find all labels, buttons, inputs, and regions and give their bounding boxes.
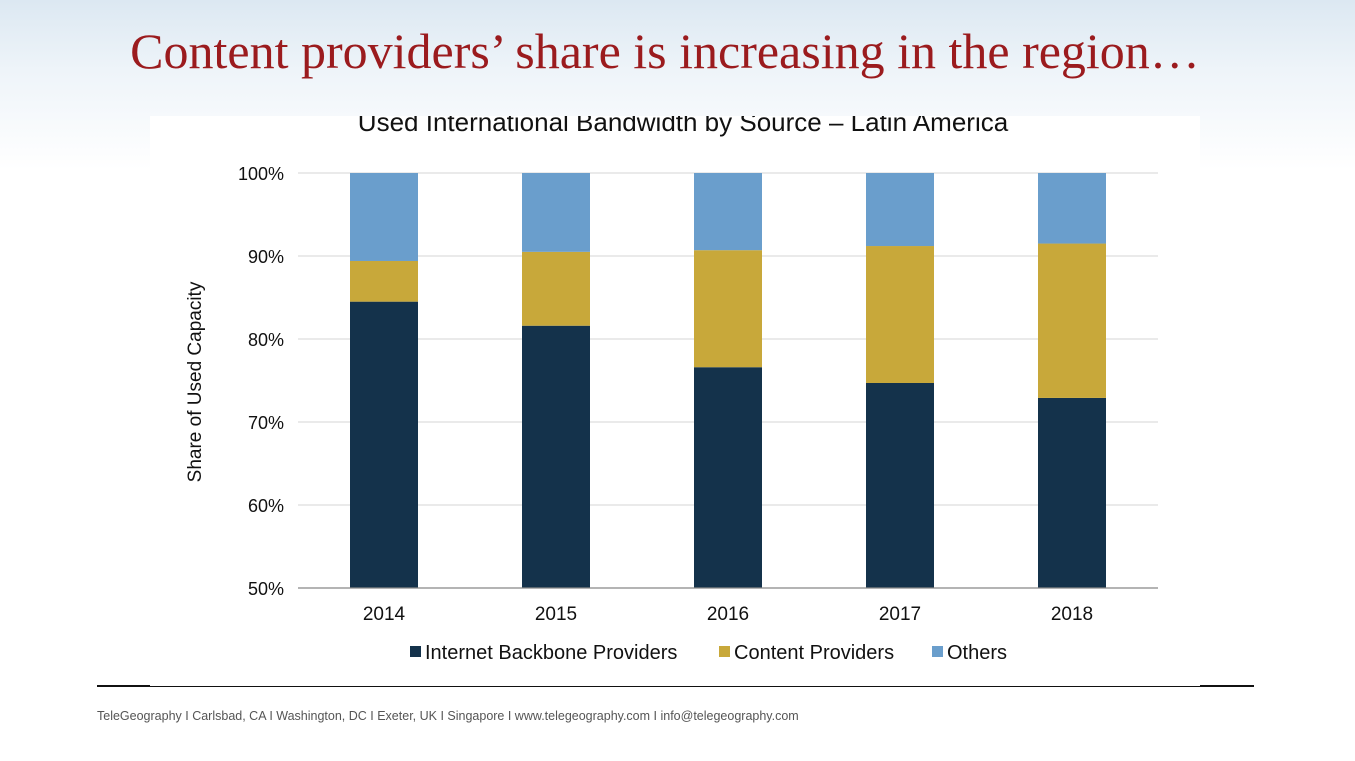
x-tick-label: 2016 <box>707 604 749 625</box>
bar-segment <box>1038 397 1106 588</box>
legend-swatch <box>410 646 421 657</box>
y-tick-label: 80% <box>248 330 284 350</box>
x-tick-label: 2018 <box>1051 604 1093 625</box>
y-axis-label: Share of Used Capacity <box>185 281 206 482</box>
y-tick-label: 70% <box>248 413 284 433</box>
x-tick-label: 2014 <box>363 604 406 625</box>
bar-segment <box>866 173 934 247</box>
footer-divider-right-cap <box>1200 685 1254 687</box>
footer-contact-text: TeleGeography I Carlsbad, CA I Washingto… <box>97 709 799 723</box>
bar-segment <box>350 301 418 588</box>
bar-segment <box>350 173 418 261</box>
bar-segment <box>1038 173 1106 244</box>
legend-label: Internet Backbone Providers <box>425 642 677 664</box>
bars <box>350 173 1106 588</box>
legend-swatch <box>719 646 730 657</box>
bar-segment <box>866 246 934 383</box>
bar-segment <box>522 173 590 252</box>
y-tick-label: 60% <box>248 496 284 516</box>
legend-label: Content Providers <box>734 642 894 664</box>
legend-label: Others <box>947 642 1007 664</box>
bar-segment <box>866 382 934 588</box>
slide-title: Content providers’ share is increasing i… <box>130 23 1200 79</box>
x-axis-ticks: 2014 2015 2016 2017 2018 <box>363 604 1093 625</box>
bar-segment <box>1038 243 1106 398</box>
chart-title: Used International Bandwidth by Source –… <box>358 116 1009 137</box>
bar-segment <box>694 173 762 251</box>
x-tick-label: 2015 <box>535 604 577 625</box>
bar-segment <box>694 367 762 588</box>
footer-divider-left-cap <box>97 685 150 687</box>
chart-panel: Used International Bandwidth by Source –… <box>150 116 1200 686</box>
footer-divider <box>97 686 1254 687</box>
bar-segment <box>694 250 762 368</box>
y-tick-label: 90% <box>248 247 284 267</box>
bar-segment <box>522 251 590 326</box>
legend: Internet Backbone Providers Content Provi… <box>410 642 1007 664</box>
x-tick-label: 2017 <box>879 604 921 625</box>
bar-segment <box>350 260 418 302</box>
y-tick-label: 100% <box>238 164 284 184</box>
y-tick-label: 50% <box>248 579 284 599</box>
bar-segment <box>522 325 590 588</box>
legend-swatch <box>932 646 943 657</box>
stacked-bar-chart: Used International Bandwidth by Source –… <box>185 116 1158 664</box>
y-axis-ticks: 50% 60% 70% 80% 90% 100% <box>238 164 284 599</box>
